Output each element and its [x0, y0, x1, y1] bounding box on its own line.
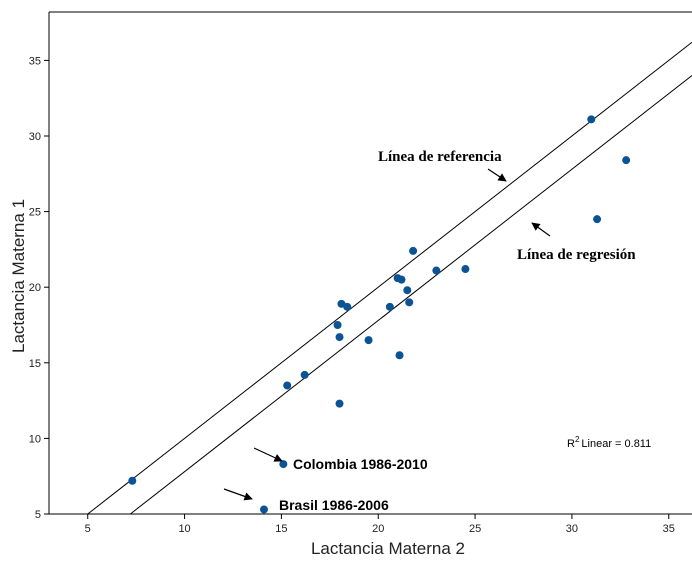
data-point: [403, 286, 412, 295]
data-point: [395, 351, 404, 360]
data-point: [461, 265, 470, 274]
plot-frame: [48, 11, 692, 515]
x-tick-label: 15: [275, 523, 287, 535]
regression-line: [130, 75, 692, 515]
x-tick-label: 30: [566, 523, 578, 535]
y-tick-label: 10: [29, 433, 41, 445]
data-point: [397, 275, 406, 284]
y-axis-title: Lactancia Materna 1: [9, 199, 28, 353]
data-point: [593, 215, 602, 224]
x-tick-label: 25: [469, 523, 481, 535]
data-point: [432, 266, 441, 275]
y-axis-ticks: 5 10 15 20 25 30 35: [29, 55, 49, 521]
y-tick-label: 30: [29, 131, 41, 143]
regression-line-label: Línea de regresión: [517, 247, 636, 263]
data-point: [333, 320, 342, 329]
x-tick-label: 20: [372, 523, 384, 535]
data-point: [622, 156, 631, 165]
data-point: [409, 246, 418, 255]
data-point: [364, 336, 373, 345]
r-squared-value: Linear = 0.811: [581, 438, 651, 450]
data-points: [128, 115, 631, 514]
colombia-label: Colombia 1986-2010: [293, 456, 428, 472]
reference-line-arrow: [487, 168, 507, 182]
data-point: [335, 333, 344, 342]
data-point: [283, 381, 292, 390]
data-point: [128, 476, 137, 485]
y-tick-label: 5: [35, 509, 41, 521]
data-point: [335, 399, 344, 408]
data-point: [405, 298, 414, 307]
y-tick-label: 20: [29, 282, 41, 294]
x-tick-label: 10: [178, 523, 190, 535]
brasil-label: Brasil 1986-2006: [279, 497, 389, 513]
reference-line-label: Línea de referencia: [378, 149, 502, 165]
x-axis-ticks: 5 10 15 20 25 30 35: [85, 514, 675, 535]
data-point: [343, 302, 352, 311]
y-tick-label: 35: [29, 55, 41, 67]
regression-line-arrow: [531, 222, 551, 237]
y-tick-label: 15: [29, 358, 41, 370]
data-point: [587, 115, 596, 124]
data-point: [279, 460, 288, 469]
x-tick-label: 5: [85, 523, 91, 535]
data-point: [259, 505, 268, 514]
r-squared-label: R2 Linear = 0.811: [567, 435, 651, 450]
brasil-arrow: [223, 488, 253, 501]
data-point: [300, 370, 309, 379]
colombia-arrow: [253, 447, 283, 462]
x-tick-label: 35: [663, 523, 675, 535]
r-squared-superscript: 2: [575, 435, 580, 444]
y-tick-label: 25: [29, 207, 41, 219]
data-point: [385, 302, 394, 311]
x-axis-title: Lactancia Materna 2: [311, 539, 465, 558]
